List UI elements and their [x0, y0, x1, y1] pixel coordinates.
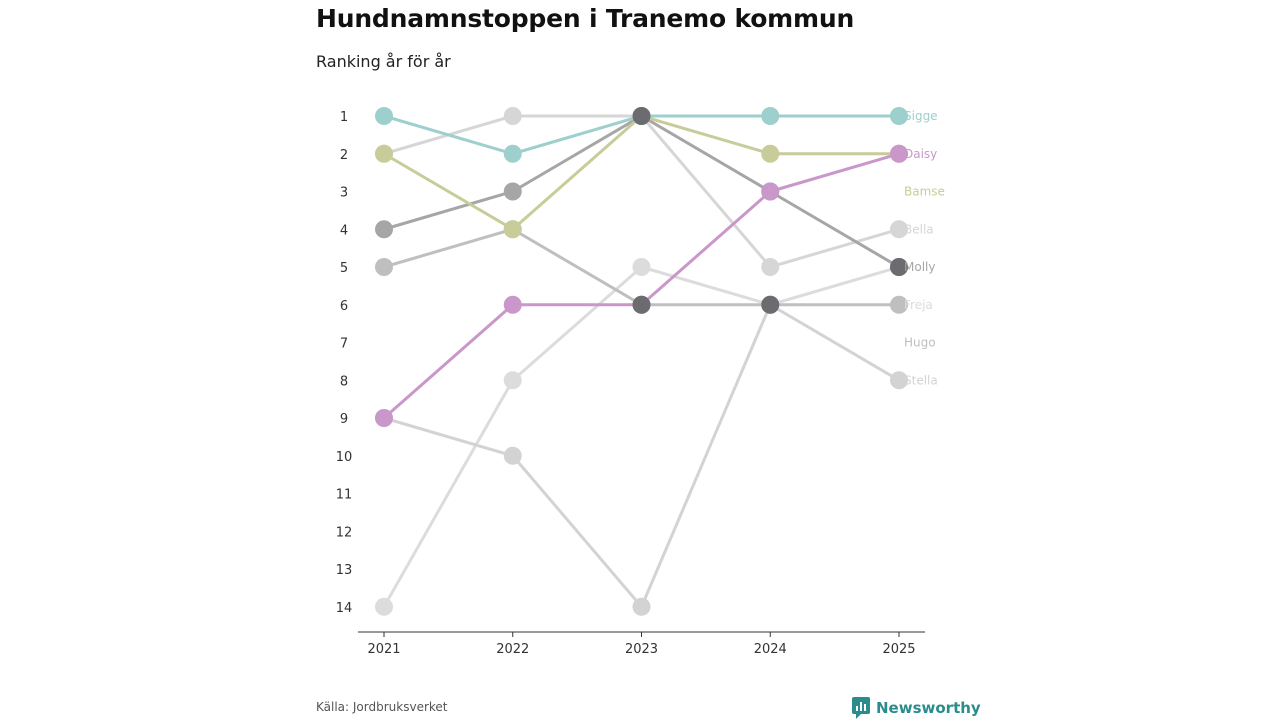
end-label-bella: Bella	[904, 222, 934, 236]
data-point-bella	[890, 220, 908, 239]
end-label-sigge: Sigge	[904, 109, 938, 123]
data-point-stella	[503, 446, 522, 465]
end-label-freja: Freja	[904, 298, 933, 312]
x-axis-ticks: 2021 2022 2023 2024 2025	[367, 632, 916, 657]
y-tick-label: 3	[340, 186, 348, 201]
data-point-daisy	[761, 182, 780, 201]
y-tick-label: 13	[336, 563, 353, 578]
y-tick-label: 2	[340, 148, 348, 163]
chart-subtitle: Ranking år för år	[316, 52, 451, 71]
data-point-sigge	[375, 107, 393, 125]
y-tick-label: 10	[336, 450, 353, 465]
end-label-molly: Molly	[904, 260, 935, 274]
y-tick-label: 9	[340, 412, 348, 427]
data-point-hugo	[890, 295, 908, 314]
x-tick-label: 2024	[754, 642, 787, 657]
data-point-hugo	[375, 258, 393, 276]
y-tick-label: 6	[340, 299, 348, 314]
series-points	[375, 107, 908, 616]
x-tick-label: 2025	[882, 642, 915, 657]
data-point-freja	[503, 371, 522, 390]
data-point-sigge	[761, 107, 780, 125]
end-label-stella: Stella	[904, 373, 938, 387]
data-point-daisy	[890, 144, 908, 163]
y-tick-label: 14	[336, 601, 353, 616]
data-point-daisy	[375, 409, 393, 427]
chart-title: Hundnamnstoppen i Tranemo kommun	[316, 4, 855, 33]
data-point-freja	[375, 597, 393, 616]
data-point-daisy	[503, 295, 522, 314]
source-note: Källa: Jordbruksverket	[316, 700, 448, 714]
y-tick-label: 7	[340, 337, 348, 352]
y-tick-label: 8	[340, 374, 348, 389]
data-point-stella	[632, 597, 651, 616]
highlight-point	[632, 107, 651, 125]
series-line-daisy	[383, 152, 900, 420]
series-lines	[382, 114, 900, 609]
series-line-freja	[382, 265, 900, 608]
newsworthy-logo-icon	[852, 697, 870, 719]
x-tick-label: 2023	[625, 642, 658, 657]
data-point-bamse	[375, 144, 393, 163]
data-point-bamse	[503, 220, 522, 239]
series-end-labels: Sigge Daisy Bamse Bella Molly Freja Hugo Stella	[904, 109, 945, 387]
highlight-point	[761, 295, 780, 314]
y-tick-label: 5	[340, 261, 348, 276]
end-label-bamse: Bamse	[904, 185, 945, 199]
brand-name: Newsworthy	[876, 699, 981, 717]
brand-logo: Newsworthy	[852, 697, 981, 719]
data-point-bamse	[761, 144, 780, 163]
data-point-sigge	[890, 107, 908, 125]
y-tick-label: 11	[336, 488, 353, 503]
data-point-stella	[890, 371, 908, 390]
data-point-bella	[503, 107, 522, 125]
y-tick-label: 4	[340, 223, 348, 238]
x-tick-label: 2022	[496, 642, 529, 657]
data-point-molly	[375, 220, 393, 239]
highlight-point	[632, 295, 651, 314]
end-label-hugo: Hugo	[904, 336, 936, 350]
data-point-freja	[632, 258, 651, 276]
data-point-molly	[503, 182, 522, 201]
data-point-bella	[761, 258, 780, 276]
x-tick-label: 2021	[367, 642, 400, 657]
data-point-sigge	[503, 144, 522, 163]
y-tick-label: 12	[336, 525, 353, 540]
highlight-point	[890, 258, 908, 276]
series-line-bamse	[383, 114, 899, 231]
y-tick-label: 1	[340, 110, 348, 125]
end-label-daisy: Daisy	[904, 147, 937, 161]
